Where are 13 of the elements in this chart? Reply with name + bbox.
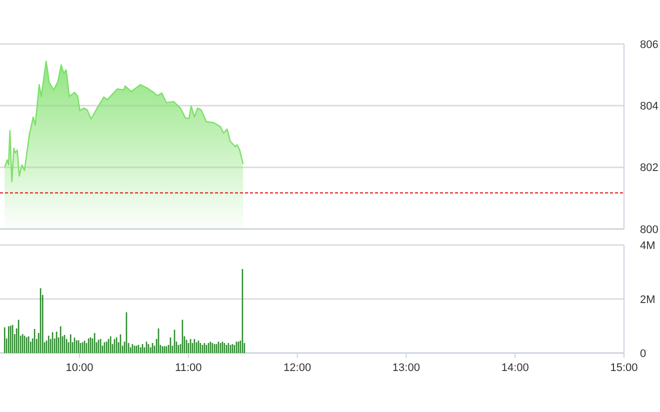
y-tick-label: 804 bbox=[640, 100, 658, 113]
y-tick-label: 806 bbox=[640, 38, 658, 51]
x-tick-label: 10:00 bbox=[66, 362, 94, 374]
y-tick-label: 0 bbox=[640, 348, 646, 360]
x-tick-label: 14:00 bbox=[501, 362, 529, 374]
x-tick-label: 12:00 bbox=[284, 362, 312, 374]
x-tick-label: 15:00 bbox=[610, 362, 638, 374]
x-tick-label: 13:00 bbox=[392, 362, 420, 374]
y-tick-label: 4M bbox=[640, 240, 656, 252]
y-tick-label: 2M bbox=[640, 294, 656, 306]
y-tick-label: 800 bbox=[640, 224, 658, 236]
x-tick-label: 11:00 bbox=[175, 362, 202, 374]
y-tick-label: 802 bbox=[640, 162, 658, 174]
